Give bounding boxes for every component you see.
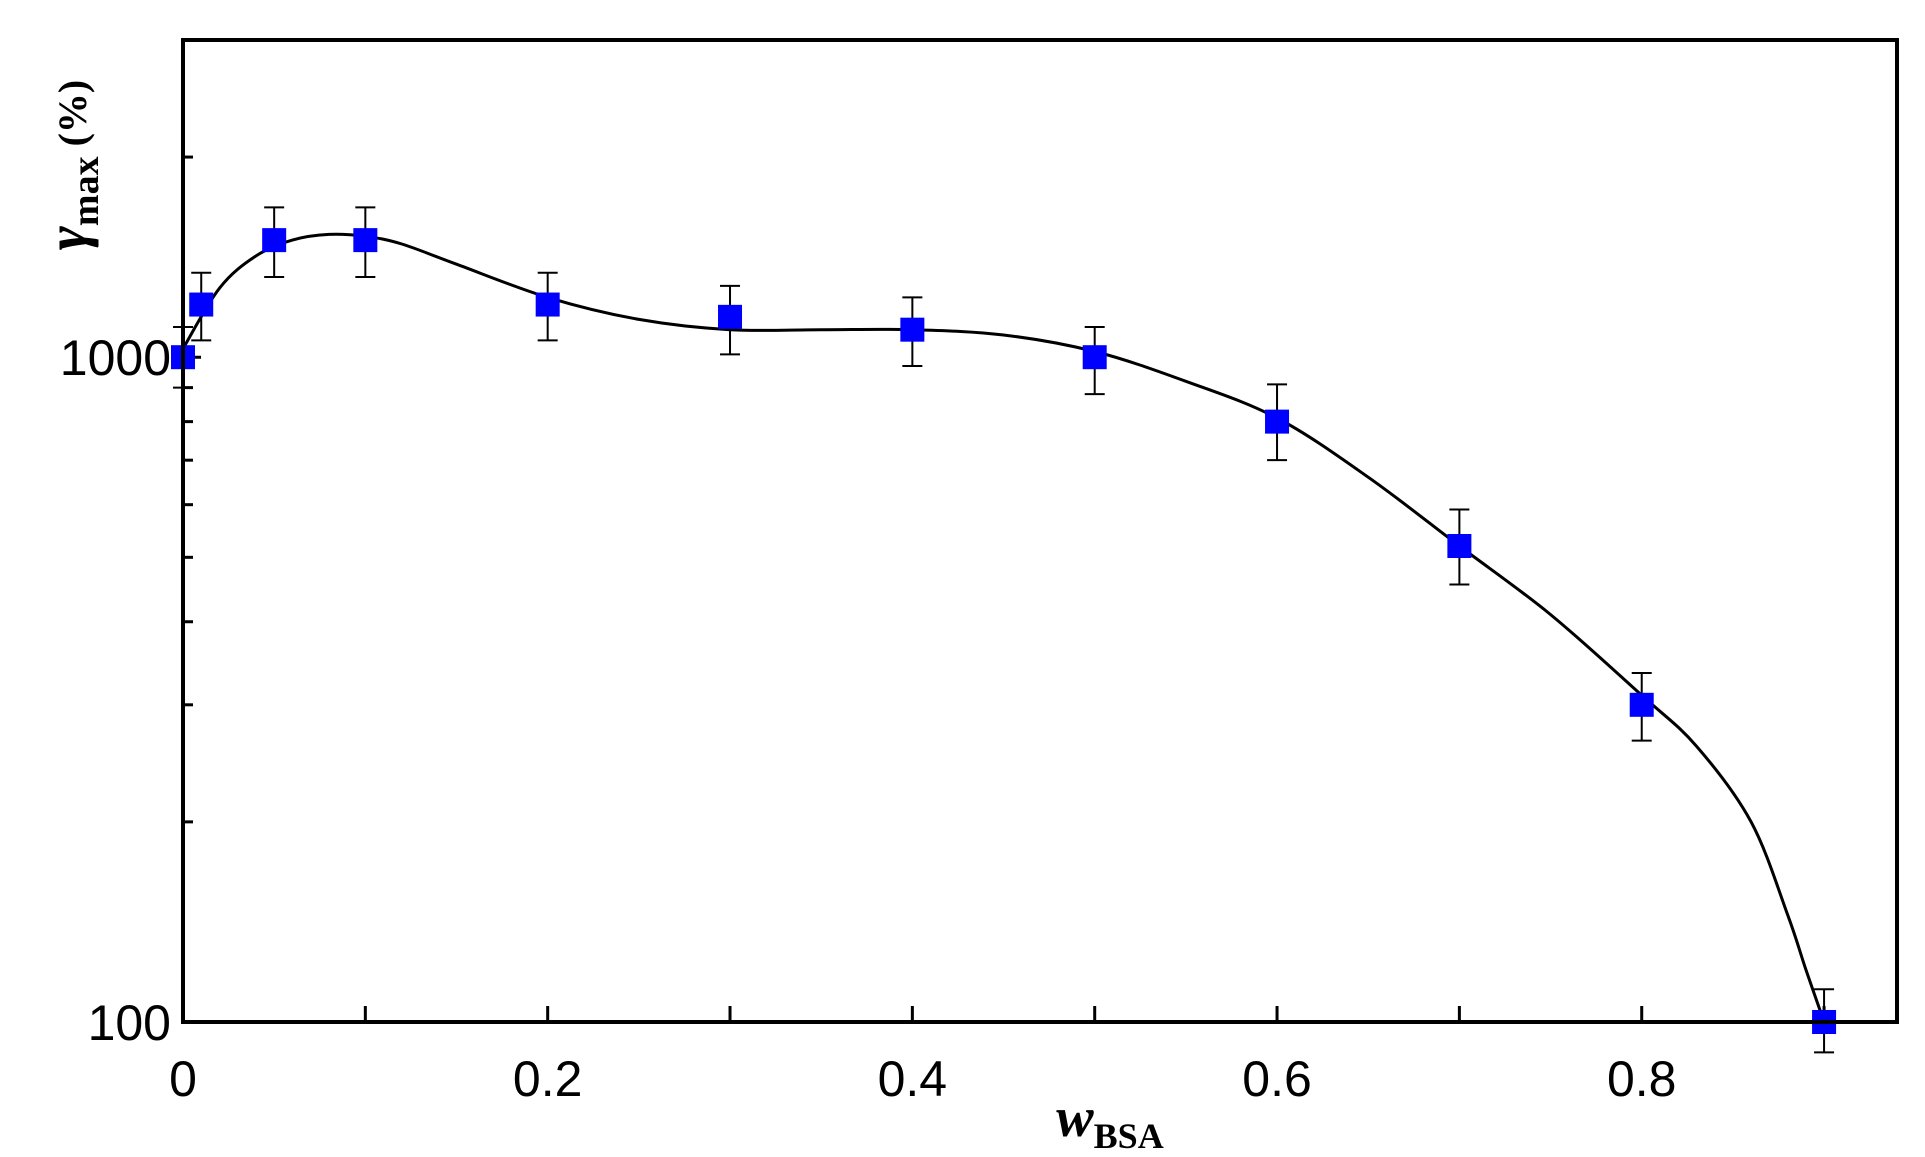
y-tick-labels: 100 1000	[60, 330, 171, 1051]
y-axis-title-sub: max	[65, 156, 107, 226]
fit-curve	[181, 232, 1826, 1023]
plot-frame	[181, 38, 1899, 1024]
data-point	[900, 317, 925, 342]
data-point	[1447, 533, 1472, 558]
data-points	[171, 228, 1837, 1034]
axis-ticks	[181, 38, 1826, 1024]
data-point	[189, 292, 214, 317]
x-axis-title-main: w	[1056, 1087, 1094, 1149]
data-point	[535, 292, 560, 317]
x-tick-label: 0.2	[513, 1051, 583, 1107]
y-axis-title: γmax (%)	[34, 80, 107, 250]
x-axis-title: wBSA	[1056, 1087, 1163, 1156]
x-tick-label: 0.6	[1242, 1051, 1312, 1107]
y-axis-title-main: γ	[34, 225, 99, 250]
y-tick-label: 1000	[60, 330, 171, 386]
data-point	[1629, 692, 1654, 717]
x-tick-label: 0.4	[878, 1051, 948, 1107]
data-point	[1082, 345, 1107, 370]
x-axis-title-sub: BSA	[1094, 1116, 1164, 1156]
x-tick-labels: 0 0.2 0.4 0.6 0.8	[169, 1051, 1676, 1107]
y-tick-label: 100	[88, 995, 171, 1051]
data-point	[1265, 409, 1290, 434]
x-tick-label: 0.8	[1607, 1051, 1677, 1107]
data-point	[718, 304, 743, 329]
y-axis-title-suffix: (%)	[50, 80, 95, 157]
x-tick-label: 0	[169, 1051, 197, 1107]
data-point	[262, 228, 287, 253]
data-point	[353, 228, 378, 253]
